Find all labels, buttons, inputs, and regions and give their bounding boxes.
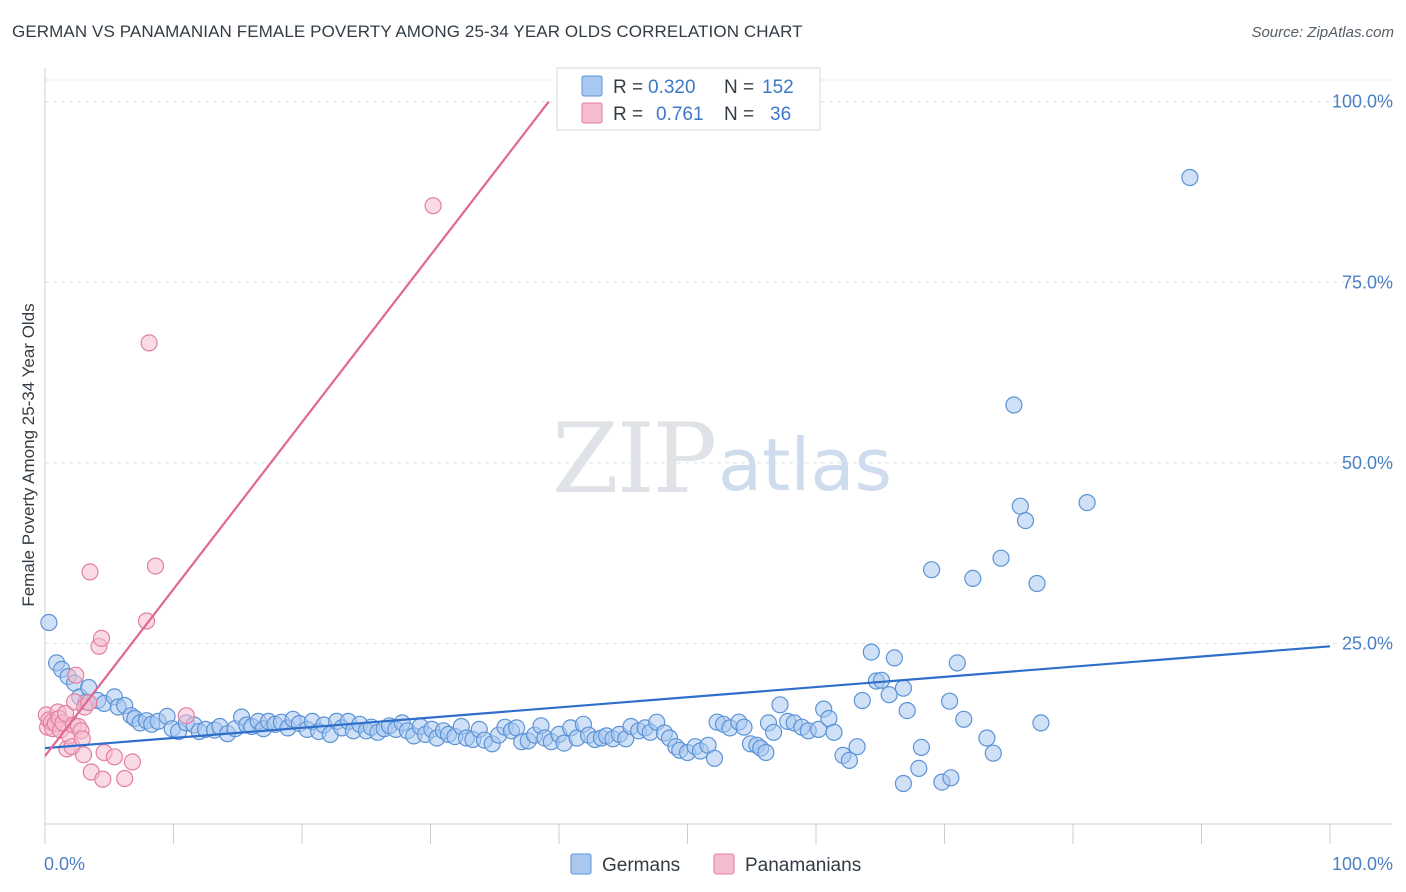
german-point-139 bbox=[898, 701, 916, 720]
legend-r-label-germans: R = bbox=[613, 77, 643, 98]
german-point-143 bbox=[940, 692, 959, 710]
panamanian-point-22 bbox=[80, 693, 98, 712]
german-point-117 bbox=[757, 743, 775, 762]
legend-n-value-germans: 152 bbox=[762, 77, 794, 98]
german-point-113 bbox=[735, 718, 753, 736]
german-point-153 bbox=[1028, 574, 1046, 593]
german-point-147 bbox=[978, 729, 996, 747]
panamanian-point-35 bbox=[177, 707, 195, 725]
legend: R = 0.320 N = 152 R = 0.761 N = 36 bbox=[556, 67, 821, 131]
y-tick-label-1: 50.0% bbox=[1342, 453, 1393, 473]
panamanian-point-34 bbox=[146, 557, 165, 575]
panamanian-point-27 bbox=[94, 770, 112, 788]
german-point-136 bbox=[880, 686, 898, 704]
x-tick-labels: 0.0% 100.0% bbox=[44, 854, 1393, 874]
german-point-145 bbox=[955, 710, 973, 728]
watermark-atlas: atlas bbox=[718, 423, 892, 507]
german-point-0 bbox=[40, 613, 58, 632]
german-point-137 bbox=[885, 649, 904, 667]
legend-n-value-panamanians: 36 bbox=[770, 104, 791, 125]
bottom-legend-swatch-germans bbox=[570, 853, 592, 875]
german-point-144 bbox=[948, 654, 966, 672]
german-point-150 bbox=[1005, 396, 1023, 414]
y-tick-labels: 25.0% 50.0% 75.0% 100.0% bbox=[1332, 92, 1393, 654]
german-point-155 bbox=[1078, 494, 1096, 512]
panamanian-point-26 bbox=[92, 629, 111, 648]
german-point-132 bbox=[853, 691, 871, 710]
german-point-120 bbox=[771, 696, 789, 714]
german-point-159 bbox=[942, 769, 960, 787]
legend-n-label-germans: N = bbox=[724, 77, 754, 98]
panamanian-point-20 bbox=[74, 746, 93, 764]
panamanians-trend-line bbox=[44, 100, 550, 757]
x-tick-label-0: 0.0% bbox=[44, 854, 85, 874]
trend-lines bbox=[44, 100, 1331, 757]
y-tick-label-0: 25.0% bbox=[1342, 633, 1393, 653]
panamanian-point-24 bbox=[81, 563, 99, 581]
legend-swatch-germans bbox=[581, 75, 603, 97]
german-point-138 bbox=[894, 679, 913, 697]
german-point-154 bbox=[1032, 714, 1050, 732]
german-point-119 bbox=[764, 723, 783, 741]
bottom-legend-germans: Germans bbox=[602, 855, 680, 876]
grid-lines bbox=[45, 79, 1392, 644]
german-point-152 bbox=[1016, 511, 1035, 530]
legend-swatch-panamanians bbox=[581, 102, 603, 124]
german-point-141 bbox=[912, 738, 931, 757]
german-point-158 bbox=[894, 774, 913, 793]
chart-title: GERMAN VS PANAMANIAN FEMALE POVERTY AMON… bbox=[12, 22, 803, 41]
y-tick-label-2: 75.0% bbox=[1342, 272, 1393, 292]
legend-r-value-panamanians: 0.761 bbox=[656, 104, 704, 125]
german-point-151 bbox=[1011, 497, 1029, 515]
german-point-108 bbox=[705, 749, 724, 767]
panamanian-point-32 bbox=[137, 612, 156, 630]
watermark: ZIP atlas bbox=[552, 403, 892, 515]
bottom-legend: Germans Panamanians bbox=[570, 853, 861, 876]
german-point-133 bbox=[862, 643, 880, 661]
german-point-149 bbox=[992, 549, 1010, 567]
watermark-zip: ZIP bbox=[552, 403, 715, 515]
y-axis-label: Female Poverty Among 25-34 Year Olds bbox=[19, 303, 38, 606]
german-point-156 bbox=[1181, 168, 1199, 187]
german-point-140 bbox=[910, 759, 928, 778]
panamanians-points bbox=[37, 197, 442, 788]
legend-n-label-panamanians: N = bbox=[724, 104, 754, 125]
x-tick-label-1: 100.0% bbox=[1332, 854, 1393, 874]
panamanian-point-36 bbox=[424, 197, 442, 215]
german-point-142 bbox=[922, 561, 941, 579]
panamanian-point-33 bbox=[140, 334, 158, 352]
y-tick-label-3: 100.0% bbox=[1332, 92, 1393, 112]
german-point-128 bbox=[825, 723, 843, 741]
legend-r-value-germans: 0.320 bbox=[648, 77, 696, 98]
panamanian-point-16 bbox=[67, 666, 85, 684]
panamanian-point-29 bbox=[105, 748, 124, 766]
axes bbox=[44, 68, 1392, 844]
bottom-legend-swatch-panamanians bbox=[713, 853, 735, 875]
german-point-146 bbox=[964, 569, 982, 588]
german-point-130 bbox=[840, 751, 859, 770]
panamanian-point-30 bbox=[116, 769, 134, 788]
legend-r-label-panamanians: R = bbox=[613, 104, 643, 125]
chart-source: Source: ZipAtlas.com bbox=[1251, 24, 1394, 41]
german-point-135 bbox=[872, 671, 891, 689]
panamanian-point-31 bbox=[123, 753, 141, 771]
german-point-148 bbox=[984, 744, 1002, 762]
bottom-legend-panamanians: Panamanians bbox=[745, 855, 861, 876]
german-point-131 bbox=[848, 738, 866, 756]
germans-trend-line bbox=[44, 645, 1331, 750]
